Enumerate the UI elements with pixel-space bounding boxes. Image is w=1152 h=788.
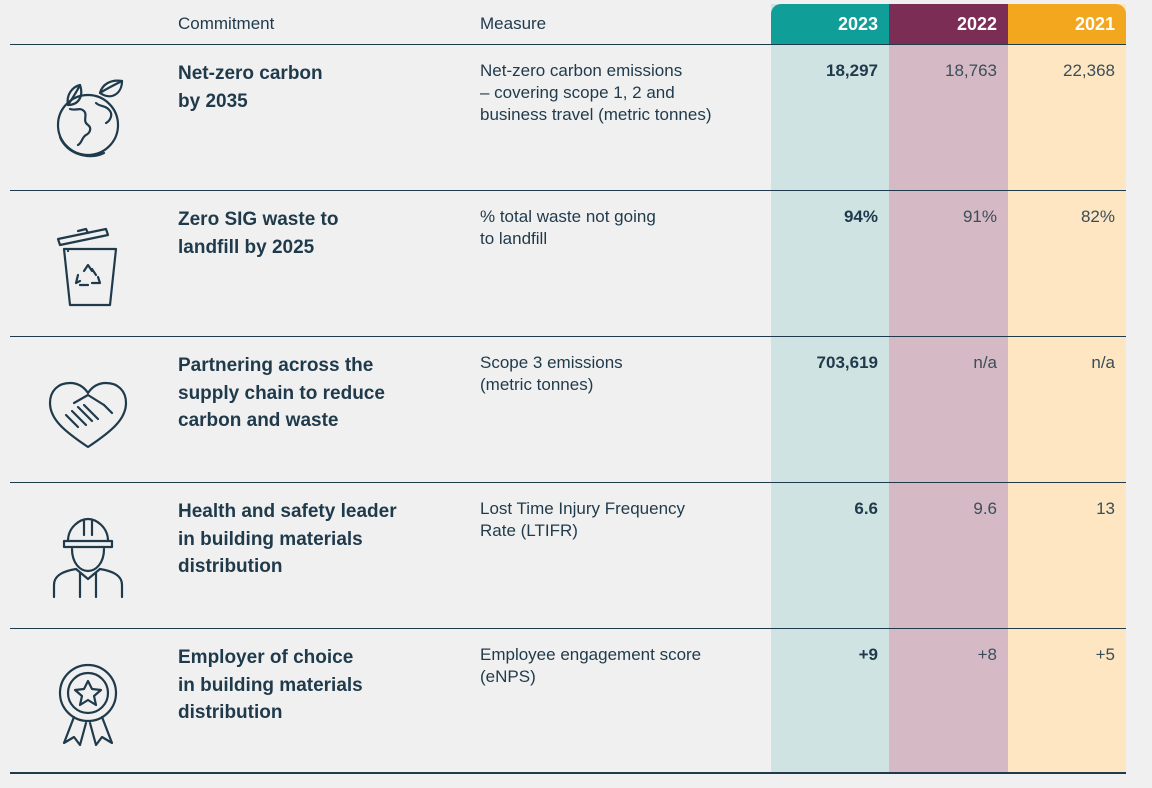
header-measure: Measure: [480, 14, 547, 33]
measure-line: business travel (metric tonnes): [480, 105, 712, 124]
divider-bottom: [10, 772, 1126, 774]
column-background-2023: [771, 4, 889, 772]
commitment-line: Zero SIG waste to: [178, 209, 339, 230]
measure-line: Rate (LTIFR): [480, 521, 578, 540]
value-2021: 22,368: [1063, 61, 1115, 80]
value-2023: +9: [858, 645, 878, 664]
commitment-text: Employer of choice in building materials…: [178, 644, 448, 727]
divider-header: [10, 44, 1126, 45]
divider-row-3: [10, 482, 1126, 483]
measure-line: (eNPS): [480, 667, 536, 686]
value-2021: +5: [1095, 645, 1115, 664]
commitment-line: landfill by 2025: [178, 236, 315, 258]
table-row: Health and safety leader in building mat…: [0, 483, 1152, 628]
measure-line: to landfill: [480, 229, 548, 248]
value-2021: 13: [1096, 499, 1115, 518]
value-2022: 9.6: [973, 499, 997, 518]
table-row: Employer of choice in building materials…: [0, 629, 1152, 774]
earth-leaf-icon: [44, 73, 136, 165]
header-year-2022: 2022: [889, 4, 1008, 44]
heart-handshake-icon: [44, 365, 136, 457]
table-row: Net-zero carbon by 2035 Net-zero carbon …: [0, 45, 1152, 190]
divider-row-2: [10, 336, 1126, 337]
commitment-text: Net-zero carbon by 2035: [178, 60, 448, 115]
commitment-line: distribution: [178, 702, 283, 723]
header-year-2023: 2023: [771, 4, 889, 44]
commitment-text: Partnering across the supply chain to re…: [178, 352, 448, 435]
measure-line: Lost Time Injury Frequency: [480, 499, 686, 518]
value-2023: 18,297: [826, 61, 878, 80]
commitment-line: Health and safety leader: [178, 501, 397, 522]
divider-row-1: [10, 190, 1126, 191]
measure-line: Employee engagement score: [480, 645, 702, 664]
commitment-line: in building materials: [178, 528, 363, 550]
column-background-2021: [1008, 4, 1126, 772]
value-2022: 91%: [962, 207, 997, 226]
hard-hat-worker-icon: [44, 511, 136, 603]
commitment-text: Health and safety leader in building mat…: [178, 498, 448, 581]
commitment-line: by 2035: [178, 90, 248, 112]
header-commitment: Commitment: [178, 14, 275, 33]
commitment-line: distribution: [178, 556, 283, 577]
measure-line: Net-zero carbon emissions: [480, 61, 683, 80]
measure-text: Lost Time Injury Frequency Rate (LTIFR): [480, 498, 750, 542]
table-row: Zero SIG waste to landfill by 2025 % tot…: [0, 191, 1152, 336]
commitment-line: Employer of choice: [178, 647, 354, 668]
measure-line: % total waste not going: [480, 207, 656, 226]
commitment-line: Net-zero carbon: [178, 63, 323, 84]
commitment-text: Zero SIG waste to landfill by 2025: [178, 206, 448, 261]
value-2022: 18,763: [945, 61, 997, 80]
measure-text: Net-zero carbon emissions – covering sco…: [480, 60, 750, 126]
recycle-bin-icon: [44, 219, 136, 311]
award-rosette-icon: [44, 657, 136, 749]
measure-text: Employee engagement score (eNPS): [480, 644, 750, 688]
divider-row-4: [10, 628, 1126, 629]
commitment-line: carbon and waste: [178, 410, 339, 431]
value-2022: n/a: [973, 353, 997, 372]
value-2021: n/a: [1091, 353, 1115, 372]
table-row: Partnering across the supply chain to re…: [0, 337, 1152, 482]
value-2023: 703,619: [816, 353, 878, 372]
commitment-line: supply chain to reduce: [178, 382, 385, 404]
measure-line: – covering scope 1, 2 and: [480, 83, 675, 102]
measure-text: Scope 3 emissions (metric tonnes): [480, 352, 750, 396]
value-2023: 94%: [843, 207, 878, 226]
value-2021: 82%: [1080, 207, 1115, 226]
column-background-2022: [889, 4, 1008, 772]
measure-text: % total waste not going to landfill: [480, 206, 750, 250]
header-year-2021: 2021: [1008, 4, 1126, 44]
measure-line: (metric tonnes): [480, 375, 594, 394]
value-2022: +8: [977, 645, 997, 664]
commitment-line: in building materials: [178, 674, 363, 696]
measure-line: Scope 3 emissions: [480, 353, 623, 372]
commitment-line: Partnering across the: [178, 355, 374, 376]
value-2023: 6.6: [854, 499, 878, 518]
